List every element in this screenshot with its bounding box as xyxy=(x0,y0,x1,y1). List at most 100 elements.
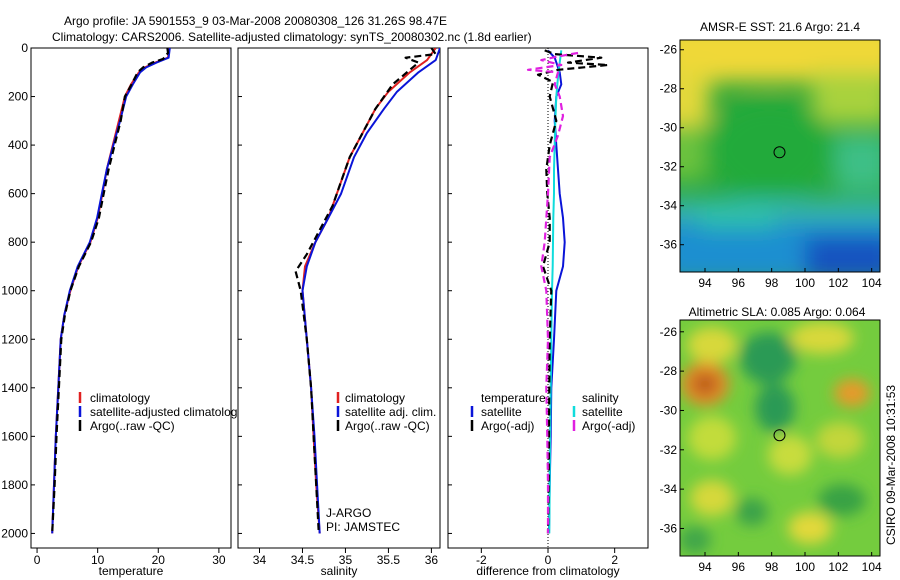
salinity-panel: 34 34.5 35 35.5 36 salinity climatology sate… xyxy=(237,47,441,578)
salinity-y-ticks xyxy=(238,47,242,534)
difference-legend: temperature salinity satellite Argo(-adj… xyxy=(470,391,635,433)
sst-map-panel: AMSR-E SST: 21.6 Argo: 21.4 -26 -28 -30 -32… xyxy=(660,20,882,290)
salinity-plot-frame xyxy=(237,47,441,549)
sla-map-title: Altimetric SLA: 0.085 Argo: 0.064 xyxy=(689,305,866,319)
x-tick-label: 0 xyxy=(34,553,41,567)
salinity-xlabel: salinity xyxy=(321,564,358,578)
lat-tick-label: -30 xyxy=(660,403,678,417)
temperature-legend: climatology satellite-adjusted climatolo… xyxy=(78,391,243,433)
sla-map-panel: Altimetric SLA: 0.085 Argo: 0.064 xyxy=(660,305,882,574)
temperature-xlabel: temperature xyxy=(99,564,164,578)
argo-location-marker xyxy=(773,146,786,159)
x-tick-label: 2 xyxy=(611,553,618,567)
sst-map-title: AMSR-E SST: 21.6 Argo: 21.4 xyxy=(700,20,860,34)
lon-tick-label: 102 xyxy=(828,276,848,290)
legend-group-salinity: salinity xyxy=(582,391,619,405)
x-tick-label: 35.5 xyxy=(377,553,401,567)
legend-label-temp-satellite: satellite xyxy=(481,405,522,419)
difference-x-axis: -2 0 2 xyxy=(476,548,618,567)
difference-series xyxy=(526,49,610,534)
legend-group-temperature: temperature xyxy=(481,391,546,405)
sla-map-image xyxy=(680,320,880,556)
temperature-series xyxy=(51,48,171,534)
lat-tick-label: -32 xyxy=(660,160,678,174)
x-tick-label: 35 xyxy=(339,553,353,567)
x-tick-label: 10 xyxy=(91,553,105,567)
sst-lat-axis: -26 -28 -30 -32 -34 -36 xyxy=(660,43,684,252)
lon-tick-label: 94 xyxy=(698,560,712,574)
legend-label-climatology: climatology xyxy=(90,391,150,405)
lon-tick-label: 102 xyxy=(828,560,848,574)
y-tick-label: 0 xyxy=(21,41,28,55)
y-tick-label: 1000 xyxy=(1,284,28,298)
x-tick-label: 30 xyxy=(212,553,226,567)
salinity-series xyxy=(294,48,440,534)
x-tick-label: 34.5 xyxy=(291,553,315,567)
temperature-x-axis: 0 10 20 30 xyxy=(34,548,226,567)
salinity-x-axis: 34 34.5 35 35.5 36 xyxy=(253,548,439,567)
figure-title-line1: Argo profile: JA 5901553_9 03-Mar-2008 2… xyxy=(64,14,447,28)
lat-tick-label: -26 xyxy=(660,43,678,57)
legend-label-temp-argo: Argo(-adj) xyxy=(481,419,534,433)
sla-lat-axis: -26 -28 -30 -32 -34 -36 xyxy=(660,325,684,535)
x-tick-label: 34 xyxy=(253,553,267,567)
lon-tick-label: 96 xyxy=(732,276,746,290)
sst-map-frame xyxy=(679,39,881,273)
y-tick-label: 200 xyxy=(8,90,28,104)
y-tick-label: 800 xyxy=(8,235,28,249)
float-pi-label: PI: JAMSTEC xyxy=(326,520,400,534)
series-line-argo-raw-qc xyxy=(51,48,170,534)
lon-tick-label: 100 xyxy=(795,276,815,290)
sst-map-image xyxy=(680,40,880,272)
x-tick-label: 20 xyxy=(152,553,166,567)
lat-tick-label: -28 xyxy=(660,82,678,96)
argo-location-marker xyxy=(773,429,786,442)
lat-tick-label: -32 xyxy=(660,443,678,457)
float-program-label: J-ARGO xyxy=(326,506,371,520)
salinity-legend: climatology satellite adj. clim. Argo(..… xyxy=(336,391,436,433)
lon-tick-label: 104 xyxy=(862,560,882,574)
lat-tick-label: -34 xyxy=(660,199,678,213)
lat-tick-label: -30 xyxy=(660,121,678,135)
legend-label-argo: Argo(..raw -QC) xyxy=(345,419,430,433)
lat-tick-label: -36 xyxy=(660,238,678,252)
difference-y-ticks xyxy=(448,47,452,534)
legend-label-sal-satellite: satellite xyxy=(582,405,623,419)
legend-label-satellite-adj: satellite adj. clim. xyxy=(345,405,436,419)
side-credit-label: CSIRO 09-Mar-2008 10:31:53 xyxy=(884,385,898,545)
lon-tick-label: 100 xyxy=(795,560,815,574)
sla-lon-axis: 94 96 98 100 102 104 xyxy=(698,552,882,574)
temperature-panel: 0 200 400 600 800 1000 1200 1400 1600 1800 2000 0 1… xyxy=(1,41,243,578)
figure-title-line2: Climatology: CARS2006. Satellite-adjuste… xyxy=(52,30,532,44)
series-line-temperature-argo-adj xyxy=(536,49,610,534)
lat-tick-label: -36 xyxy=(660,521,678,535)
lon-tick-label: 98 xyxy=(765,560,779,574)
x-tick-label: 36 xyxy=(425,553,439,567)
y-tick-label: 1800 xyxy=(1,478,28,492)
legend-label-climatology: climatology xyxy=(345,391,405,405)
lon-tick-label: 96 xyxy=(732,560,746,574)
sla-map-frame xyxy=(679,319,881,557)
difference-xlabel: difference from climatology xyxy=(476,564,619,578)
x-tick-label: -2 xyxy=(476,553,487,567)
legend-label-sal-argo: Argo(-adj) xyxy=(582,419,635,433)
x-tick-label: 0 xyxy=(545,553,552,567)
y-tick-label: 1400 xyxy=(1,381,28,395)
sst-lon-axis: 94 96 98 100 102 104 xyxy=(698,268,882,290)
y-tick-label: 400 xyxy=(8,138,28,152)
y-tick-label: 1200 xyxy=(1,332,28,346)
series-line-salinity-satellite xyxy=(548,50,563,534)
lat-tick-label: -34 xyxy=(660,482,678,496)
depth-axis: 0 200 400 600 800 1000 1200 1400 1600 1800 2000 xyxy=(1,41,35,540)
lon-tick-label: 98 xyxy=(765,276,779,290)
lon-tick-label: 104 xyxy=(862,276,882,290)
legend-label-satellite-adjusted: satellite-adjusted climatology xyxy=(90,405,243,419)
difference-panel: -2 0 2 difference from climatology tempera… xyxy=(447,47,649,578)
legend-label-argo: Argo(..raw -QC) xyxy=(90,419,175,433)
y-tick-label: 1600 xyxy=(1,429,28,443)
lat-tick-label: -28 xyxy=(660,364,678,378)
lon-tick-label: 94 xyxy=(698,276,712,290)
series-line-salinity-argo-adj xyxy=(526,51,579,534)
y-tick-label: 600 xyxy=(8,187,28,201)
